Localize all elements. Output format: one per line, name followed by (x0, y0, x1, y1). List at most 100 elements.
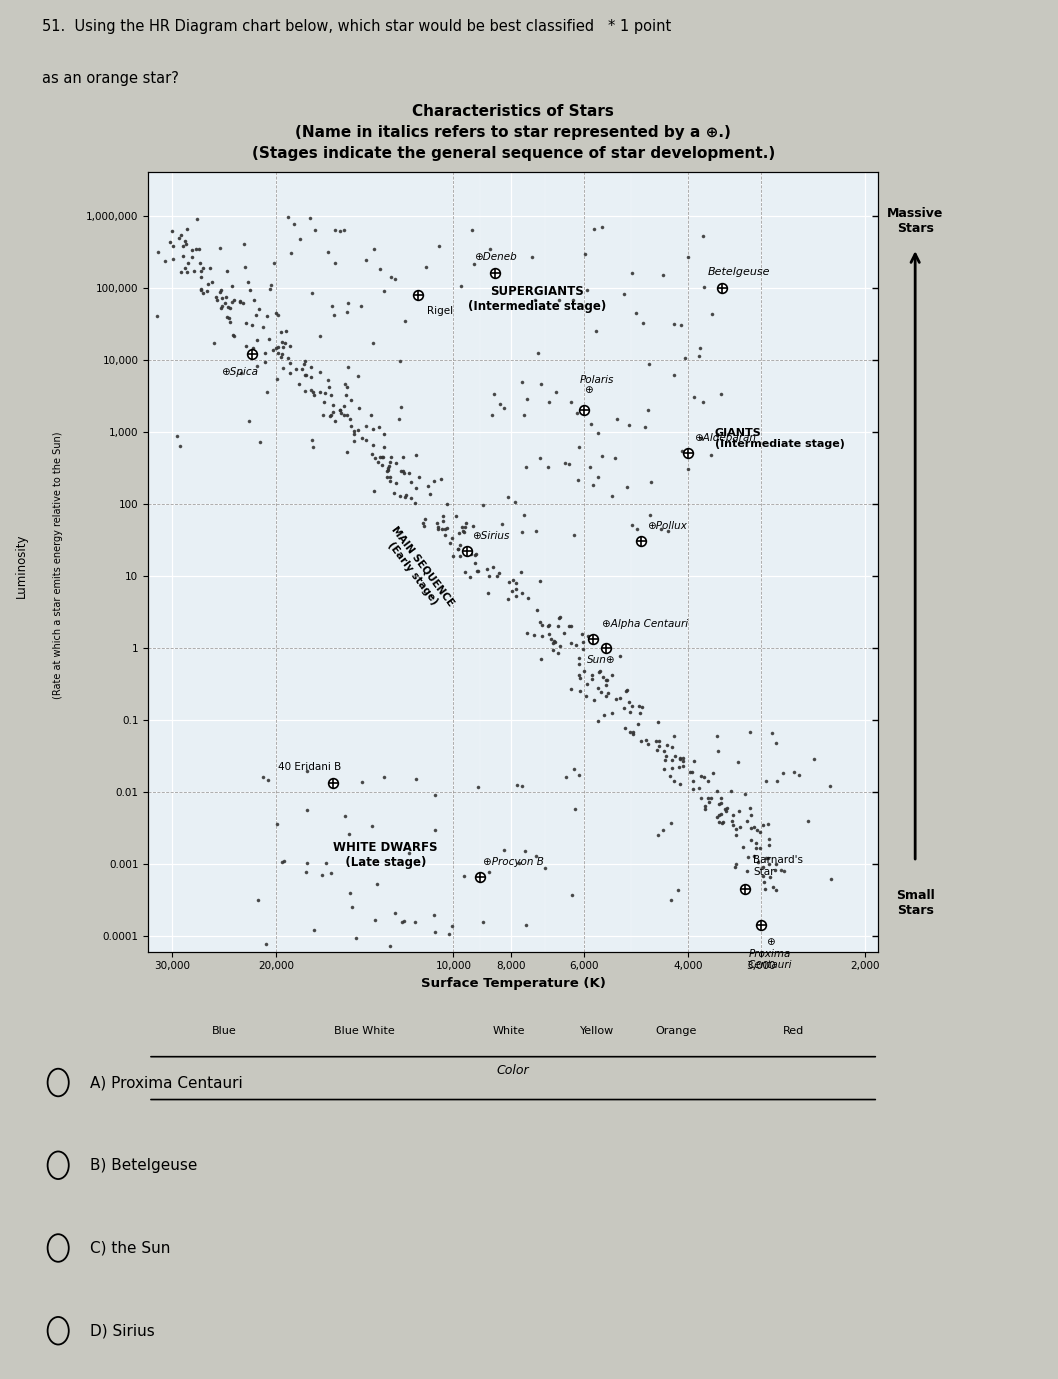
Point (749, 851, 766, 873)
Point (716, 798, 733, 821)
Point (393, 459, 409, 481)
Point (174, 225, 190, 247)
Point (712, 803, 729, 825)
Point (709, 725, 726, 747)
Point (324, 394, 341, 416)
Point (653, 519, 670, 541)
Point (561, 452, 578, 474)
Point (311, 381, 328, 403)
Point (311, 325, 328, 348)
Point (217, 292, 234, 314)
Point (754, 814, 771, 836)
Point (258, 305, 275, 327)
Point (665, 724, 682, 746)
Point (345, 423, 362, 445)
Point (727, 818, 744, 840)
Point (517, 456, 534, 479)
Point (276, 332, 293, 354)
Point (725, 814, 742, 836)
Point (433, 517, 450, 539)
Point (561, 615, 578, 637)
Point (433, 469, 450, 491)
Point (223, 274, 240, 296)
Point (381, 470, 398, 492)
Point (298, 862, 315, 884)
Point (406, 492, 423, 514)
Point (664, 749, 681, 771)
Point (149, 305, 166, 327)
Point (391, 350, 408, 372)
Point (204, 272, 221, 294)
Point (331, 221, 348, 243)
Point (296, 350, 313, 372)
Point (623, 514, 640, 536)
Point (724, 809, 741, 832)
Point (568, 403, 585, 425)
Point (527, 520, 544, 542)
Point (513, 775, 530, 797)
Point (756, 878, 773, 900)
Point (531, 447, 548, 469)
Point (296, 379, 313, 401)
Point (193, 261, 209, 283)
Point (275, 849, 292, 872)
Point (407, 477, 424, 499)
Point (462, 543, 479, 565)
Point (240, 272, 257, 294)
Point (244, 314, 261, 336)
Point (634, 695, 651, 717)
Point (237, 256, 254, 279)
Point (531, 611, 548, 633)
Point (365, 434, 382, 456)
Point (705, 761, 722, 783)
Point (657, 749, 674, 771)
Point (249, 354, 266, 376)
Point (743, 829, 760, 851)
Point (175, 244, 191, 266)
Point (679, 247, 696, 269)
Point (382, 935, 399, 957)
Point (516, 840, 533, 862)
Point (755, 856, 772, 878)
Point (456, 517, 473, 539)
Point (822, 775, 839, 797)
Point (458, 512, 475, 534)
Point (456, 561, 473, 583)
Point (623, 695, 640, 717)
Text: ⊕Pollux: ⊕Pollux (646, 521, 687, 531)
Point (379, 459, 396, 481)
Text: MAIN SEQUENCE
(Early stage): MAIN SEQUENCE (Early stage) (380, 524, 456, 615)
Point (298, 852, 315, 874)
Point (336, 805, 353, 827)
Point (339, 441, 355, 463)
Point (387, 902, 404, 924)
Point (430, 516, 446, 538)
Point (692, 427, 709, 450)
Point (189, 208, 206, 230)
Point (396, 462, 413, 484)
Point (695, 276, 712, 298)
Point (149, 241, 166, 263)
Point (564, 290, 581, 312)
Point (393, 396, 409, 418)
Point (545, 640, 562, 662)
Point (692, 765, 709, 787)
Point (426, 819, 443, 841)
Point (479, 582, 496, 604)
Point (490, 561, 507, 583)
Point (379, 466, 396, 488)
Point (596, 703, 613, 725)
Point (576, 659, 592, 681)
Point (563, 678, 580, 701)
Point (331, 399, 348, 421)
Point (583, 665, 600, 687)
Point (280, 207, 297, 229)
Point (193, 280, 209, 302)
Point (604, 665, 621, 687)
Point (494, 513, 511, 535)
Point (606, 447, 623, 469)
Point (549, 643, 566, 665)
Point (315, 390, 332, 412)
Point (643, 470, 660, 492)
Point (761, 852, 778, 874)
